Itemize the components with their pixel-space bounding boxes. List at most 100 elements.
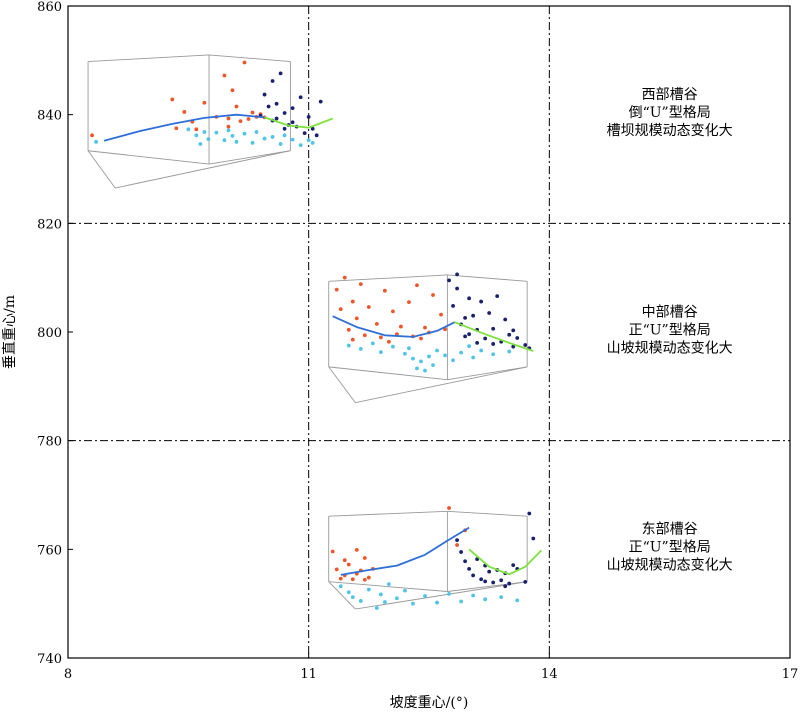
red-point: [226, 124, 231, 129]
navy-point: [523, 343, 528, 347]
navy-point: [471, 573, 476, 578]
red-point: [386, 339, 391, 344]
panel-west-text-line: 槽坝规模动态变化大: [607, 123, 733, 139]
cyan-point: [423, 368, 427, 373]
navy-point: [527, 511, 532, 516]
cyan-point: [507, 349, 512, 354]
inset-box-edge: [328, 366, 448, 381]
red-point: [399, 324, 403, 329]
cyan-point: [491, 352, 496, 357]
cyan-point: [366, 587, 371, 592]
cyan-point: [499, 595, 504, 600]
blue-fit-curve: [340, 526, 470, 576]
navy-point: [523, 580, 528, 584]
red-point: [246, 117, 251, 121]
red-point: [250, 110, 255, 115]
cyan-point: [278, 142, 283, 146]
y-tick-label: 760: [37, 543, 62, 558]
cyan-point: [459, 599, 463, 604]
navy-point: [278, 71, 283, 76]
inset-box-edge: [328, 274, 448, 282]
red-point: [346, 327, 351, 332]
red-point: [230, 88, 235, 93]
cyan-point: [386, 582, 391, 587]
green-fit-curve: [454, 321, 534, 352]
navy-point: [507, 581, 512, 586]
red-point: [342, 275, 347, 280]
panels-layer: 西部槽谷倒“U”型格局槽坝规模动态变化大中部槽谷正“U”型格局山坡规模动态变化大…: [87, 54, 733, 610]
navy-point: [487, 311, 492, 315]
cyan-point: [254, 130, 259, 134]
navy-point: [483, 579, 488, 584]
red-point: [346, 562, 351, 567]
navy-point: [463, 559, 467, 564]
cyan-point: [411, 601, 415, 606]
cyan-point: [459, 350, 463, 355]
cyan-point: [370, 341, 375, 346]
cyan-point: [202, 130, 207, 134]
red-point: [334, 287, 339, 292]
cyan-point: [419, 359, 423, 364]
cyan-point: [242, 131, 247, 136]
inset-box-edge: [115, 150, 291, 189]
navy-point: [314, 133, 319, 138]
panel-middle-text-line: 正“U”型格局: [629, 322, 711, 338]
x-tick-label: 8: [64, 667, 72, 682]
y-tick-label: 740: [37, 652, 62, 667]
navy-point: [503, 317, 508, 322]
red-point: [342, 558, 347, 563]
navy-point: [515, 336, 520, 340]
red-point: [202, 100, 207, 105]
red-point: [354, 316, 359, 321]
x-tick-label: 14: [541, 667, 558, 682]
inset-box-edge: [208, 54, 291, 63]
navy-point: [290, 120, 295, 125]
red-point: [419, 336, 423, 341]
navy-point: [511, 344, 516, 349]
red-point: [415, 283, 419, 288]
inset-box-edge: [355, 581, 528, 610]
navy-point: [310, 126, 315, 131]
red-point: [350, 299, 355, 304]
x-axis-title: 坡度重心/(°): [390, 695, 469, 711]
red-point: [362, 333, 367, 338]
navy-point: [479, 577, 484, 582]
navy-point: [302, 131, 307, 136]
x-tick-label: 11: [300, 667, 317, 682]
inset-box-edge: [88, 54, 210, 63]
cyan-point: [346, 590, 351, 595]
red-point: [354, 547, 359, 552]
cyan-point: [435, 600, 439, 605]
navy-point: [459, 550, 463, 554]
cyan-point: [350, 595, 355, 600]
cyan-point: [407, 346, 411, 351]
navy-point: [455, 538, 459, 542]
navy-point: [495, 294, 500, 299]
cyan-point: [222, 138, 227, 143]
navy-point: [503, 584, 508, 589]
green-fit-curve: [468, 548, 542, 576]
cyan-point: [374, 606, 379, 610]
cyan-point: [423, 594, 427, 598]
cyan-point: [435, 348, 439, 353]
cyan-point: [282, 133, 287, 138]
cyan-point: [471, 593, 476, 598]
inset-box-edge: [88, 150, 210, 165]
red-point: [238, 119, 243, 124]
red-point: [174, 126, 179, 131]
cyan-point: [186, 127, 191, 132]
cyan-point: [391, 344, 395, 349]
y-tick-label: 840: [37, 109, 62, 124]
red-point: [234, 104, 239, 109]
red-point: [382, 288, 387, 293]
cyan-point: [378, 350, 383, 355]
red-point: [338, 576, 343, 581]
cyan-point: [94, 139, 98, 144]
navy-point: [507, 332, 512, 337]
red-point: [366, 575, 371, 580]
panel-east-text-line: 山坡规模动态变化大: [607, 558, 733, 574]
cyan-point: [250, 141, 255, 145]
axes-layer: 740 760 780 800 820 840 860 8 11 14 17: [37, 0, 798, 682]
red-point: [407, 300, 411, 305]
